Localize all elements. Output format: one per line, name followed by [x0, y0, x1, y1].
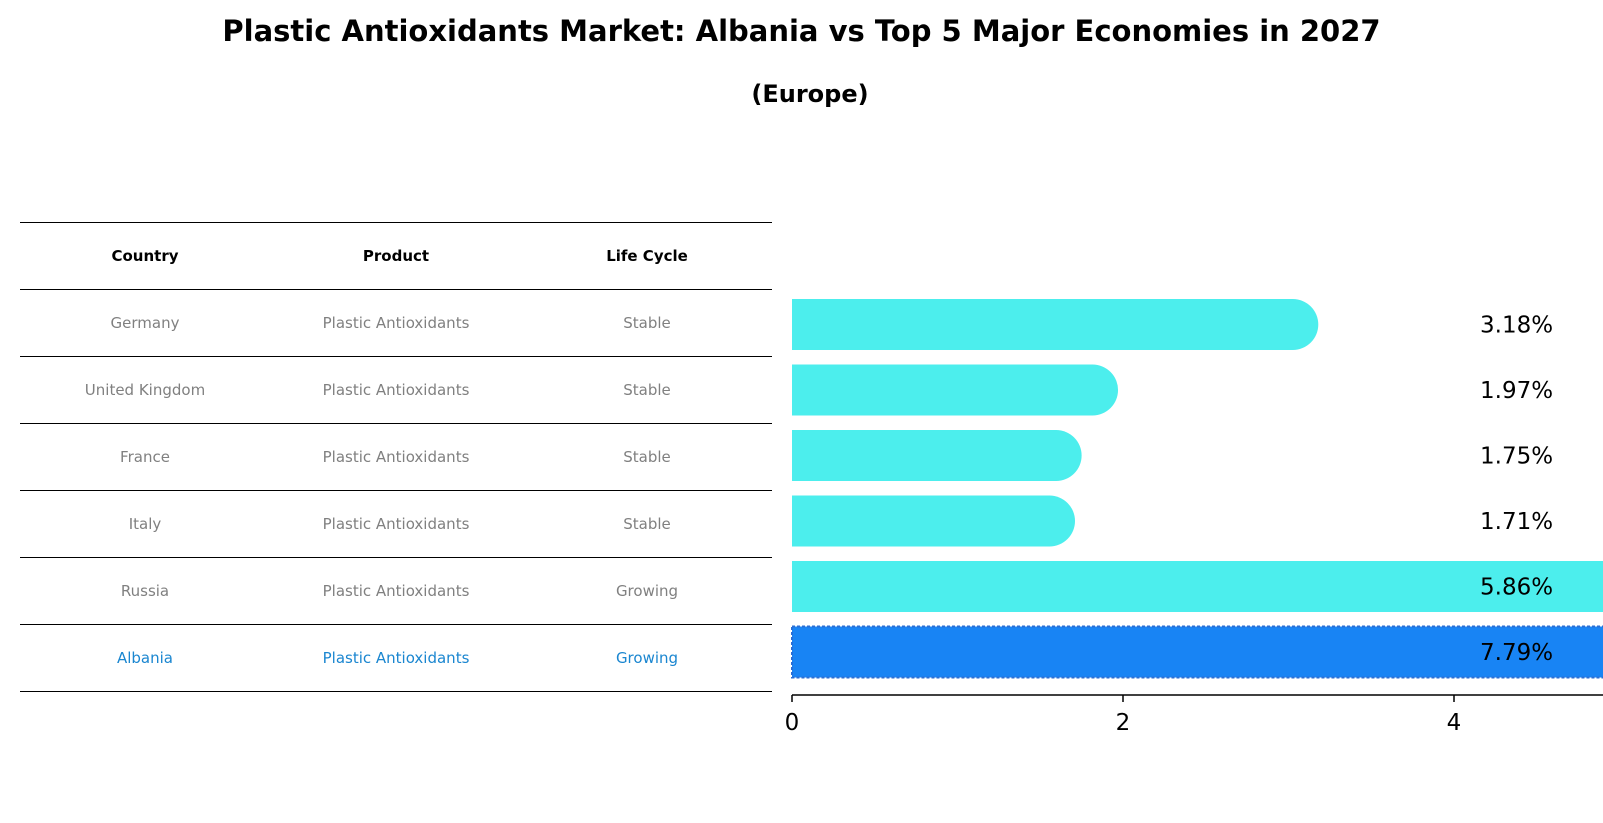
bar-russia [792, 561, 1603, 612]
cell-product: Plastic Antioxidants [322, 314, 470, 332]
data-label: 5.86% [1480, 575, 1553, 601]
table-header-row: Country Product Life Cycle [20, 222, 772, 290]
cell-product: Plastic Antioxidants [322, 381, 470, 399]
data-label: 1.71% [1480, 509, 1553, 535]
cell-life-cycle: Growing [615, 649, 679, 667]
table-row: Russia Plastic Antioxidants Growing [20, 558, 772, 625]
x-tick-label: 2 [1116, 710, 1131, 736]
cell-life-cycle: Growing [615, 582, 679, 600]
chart-subtitle: (Europe) [751, 80, 869, 108]
cell-life-cycle: Stable [623, 314, 671, 332]
header-product: Product [362, 247, 430, 265]
cell-life-cycle: Stable [623, 515, 671, 533]
cell-product: Plastic Antioxidants [322, 649, 470, 667]
cell-country: United Kingdom [84, 381, 206, 399]
cell-country: Albania [116, 649, 173, 667]
bar-france [792, 430, 1082, 481]
table-row: Germany Plastic Antioxidants Stable [20, 290, 772, 357]
data-label: 3.18% [1480, 313, 1553, 339]
bar-germany [792, 299, 1319, 350]
table-row: Italy Plastic Antioxidants Stable [20, 491, 772, 558]
cell-country: Italy [128, 515, 162, 533]
table-row: France Plastic Antioxidants Stable [20, 424, 772, 491]
data-label: 7.79% [1480, 640, 1553, 666]
data-label: 1.97% [1480, 378, 1553, 404]
cell-product: Plastic Antioxidants [322, 515, 470, 533]
cell-country: France [120, 448, 170, 466]
header-country: Country [111, 247, 179, 265]
x-tick-label: 4 [1447, 710, 1462, 736]
bar-italy [792, 495, 1076, 547]
cell-country: Russia [120, 582, 170, 600]
cell-country: Germany [110, 314, 180, 332]
cell-life-cycle: Stable [623, 381, 671, 399]
x-tick-label: 0 [785, 710, 800, 736]
cell-life-cycle: Stable [623, 448, 671, 466]
cell-product: Plastic Antioxidants [322, 582, 470, 600]
cell-product: Plastic Antioxidants [322, 448, 470, 466]
table-row-highlight: Albania Plastic Antioxidants Growing [20, 625, 772, 692]
chart-title: Plastic Antioxidants Market: Albania vs … [222, 14, 1381, 48]
bar-albania [791, 625, 1603, 679]
bar-united-kingdom [792, 364, 1119, 416]
header-life-cycle: Life Cycle [606, 247, 688, 265]
data-table: Country Product Life Cycle Germany Plast… [20, 222, 772, 692]
data-label: 1.75% [1480, 444, 1553, 470]
table-row: United Kingdom Plastic Antioxidants Stab… [20, 357, 772, 424]
